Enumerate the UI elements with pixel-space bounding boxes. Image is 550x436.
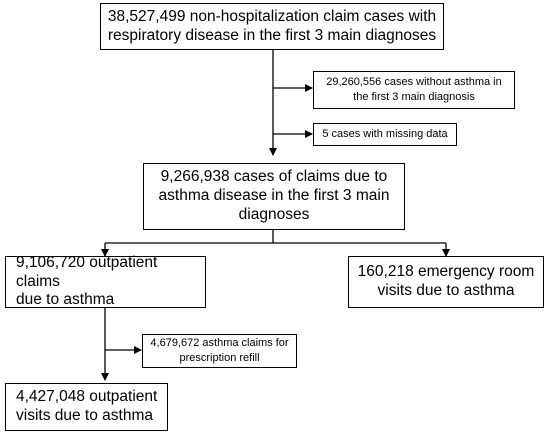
box-outpatient-claims: 9,106,720 outpatient claims due to asthm…	[5, 253, 206, 309]
box-outpatient-visits: 4,427,048 outpatient visits due to asthm…	[5, 383, 168, 431]
box-asthma-claims-text: 9,266,938 cases of claims due to asthma …	[158, 168, 390, 223]
box-outpatient-visits-text: 4,427,048 outpatient visits due to asthm…	[16, 388, 158, 424]
box-missing-data-text: 5 cases with missing data	[322, 128, 448, 141]
box-er-visits: 160,218 emergency room visits due to ast…	[348, 256, 544, 308]
box-without-asthma: 29,260,556 cases without asthma in the f…	[313, 71, 515, 109]
box-missing-data: 5 cases with missing data	[313, 123, 457, 146]
box-total-claims-text: 38,527,499 non-hospitalization claim cas…	[107, 7, 437, 44]
box-asthma-claims: 9,266,938 cases of claims due to asthma …	[143, 163, 405, 230]
box-er-visits-text: 160,218 emergency room visits due to ast…	[357, 263, 535, 299]
box-prescription-refill-text: 4,679,672 asthma claims for prescription…	[150, 337, 289, 364]
box-total-claims: 38,527,499 non-hospitalization claim cas…	[100, 3, 444, 50]
box-prescription-refill: 4,679,672 asthma claims for prescription…	[142, 334, 297, 368]
box-outpatient-claims-text: 9,106,720 outpatient claims due to asthm…	[16, 253, 158, 309]
box-without-asthma-text: 29,260,556 cases without asthma in the f…	[326, 76, 502, 103]
